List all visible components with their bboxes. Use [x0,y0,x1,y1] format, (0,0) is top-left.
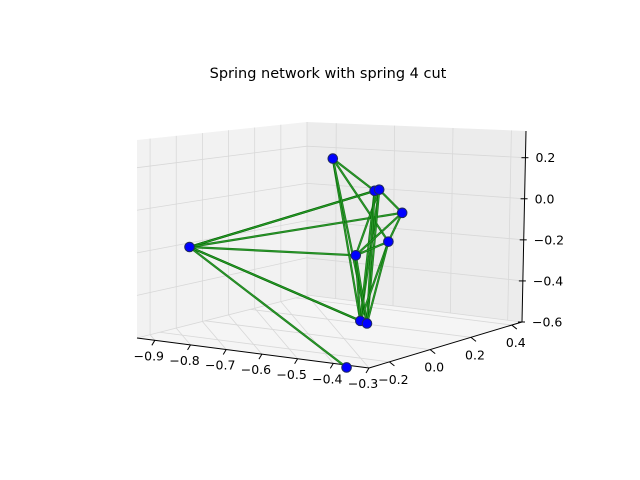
spring-edge-highlight [189,212,403,248]
z-grid-line [136,220,524,254]
mass-node [350,250,362,261]
y-tick-label: 0.0 [424,360,444,375]
mass-node [341,362,352,373]
spring-edge-highlight [359,241,389,322]
mass-node [361,318,373,329]
x-grid-floor-line [280,301,334,364]
z-tick-label: −0.6 [532,315,562,330]
spring-edge-highlight [189,246,347,368]
y-axis-line [368,321,523,369]
pane-floor [137,295,522,368]
mass-node [184,241,195,253]
spring-edge-highlight [189,246,356,256]
x-tick-label: −0.8 [169,353,199,368]
axis-lines [136,130,527,369]
z-axis-ticks: −0.6 −0.4 −0.2 0.0 0.2 [518,150,564,330]
x-tick-label: −0.3 [348,376,378,391]
y-tick-label: −0.2 [378,372,408,387]
spring-edge-highlight [378,189,403,214]
x-tick-label: −0.6 [241,362,271,377]
spring-edge-highlight [189,246,368,324]
spring-edge-highlight [387,212,403,242]
spring-edge-highlight [189,189,380,248]
z-axis-line [521,130,527,323]
x-grid-floor-line [254,307,298,360]
x-grid-floor-line [306,294,370,369]
z-tick-label: 0.0 [535,191,555,206]
mass-node [373,184,385,195]
chart-title: Spring network with spring 4 cut [210,66,447,82]
spring-edge-highlight [366,241,389,324]
z-grid-line [136,182,525,211]
x-tick [365,367,370,374]
x-tick [329,363,334,369]
y-grid-line [507,130,512,321]
z-tick-label: 0.2 [535,150,555,165]
y-tick [470,336,477,342]
z-grid-line [136,145,526,169]
pane-left [137,122,307,338]
x-grid-floor-line [202,321,227,350]
spring-edge-highlight [332,158,375,192]
y-tick [511,324,518,330]
grid-lines [136,122,526,369]
y-grid-line [392,125,395,306]
y-grid-floor-line [159,331,390,363]
spring-edge-highlight [355,212,403,256]
x-tick-label: −0.5 [276,367,306,382]
x-tick [294,358,299,365]
x-tick [187,344,191,351]
y-grid-floor-line [295,297,512,326]
x-axis-line [136,337,370,369]
spring-edges [188,157,404,369]
spring-edge-highlight [355,241,389,256]
x-grid-floor-line [175,327,191,346]
x-grid-floor-line [228,314,263,355]
spring-edge-highlight [355,189,380,256]
x-axis-ticks: −0.9 −0.8 −0.7 −0.6 −0.5 −0.4 −0.3 [134,340,378,391]
z-grid-line [136,257,523,296]
y-axis-ticks: −0.2 0.0 0.2 0.4 [378,324,526,387]
x-tick [151,340,156,346]
z-grid-line [136,294,523,339]
y-tick [389,361,395,367]
x-tick-label: −0.7 [205,358,235,373]
mass-nodes [184,153,408,373]
y-tick-label: 0.2 [465,347,485,362]
spring-edge-highlight [332,158,389,242]
spring-edge-highlight [355,255,368,324]
y-grid-line [449,127,454,314]
pane-right [307,122,526,322]
z-tick-label: −0.2 [534,232,564,247]
mass-node [327,153,339,164]
x-grid-floor-line [149,334,156,341]
spring-edge-highlight [332,158,368,324]
y-tick [429,349,436,354]
x-tick [258,353,263,360]
mass-node [396,207,408,219]
y-grid-line [335,123,337,299]
y-grid-floor-line [204,320,431,350]
axes-panes [137,122,526,368]
y-tick-label: 0.4 [506,335,526,350]
z-tick-label: −0.4 [533,273,563,288]
x-tick-label: −0.4 [312,371,342,386]
x-tick [222,349,227,355]
mass-node [383,236,394,247]
x-tick-label: −0.9 [134,348,164,363]
